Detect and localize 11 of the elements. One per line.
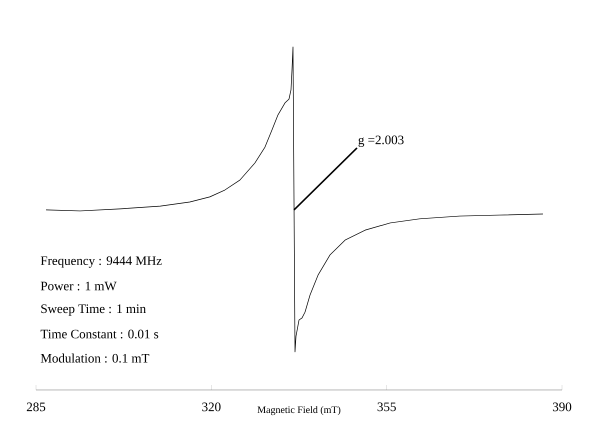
x-tick-label: 390 [552, 402, 572, 412]
x-tick-label: 355 [378, 402, 396, 412]
x-tick-label: 320 [202, 402, 221, 412]
x-axis-title: Magnetic Field (mT) [258, 406, 340, 416]
annotation: Sweep Time : 1 min [41, 304, 146, 316]
annotation: g =2.003 [358, 136, 404, 147]
x-tick-label: 285 [26, 402, 46, 412]
annotation: Frequency : 9444 MHz [40, 256, 162, 268]
annotation: Time Constant : 0.01 s [40, 330, 158, 338]
annotation: Modulation : 0.1 mT [40, 354, 150, 363]
annotation: Power : 1 mW [40, 282, 117, 290]
